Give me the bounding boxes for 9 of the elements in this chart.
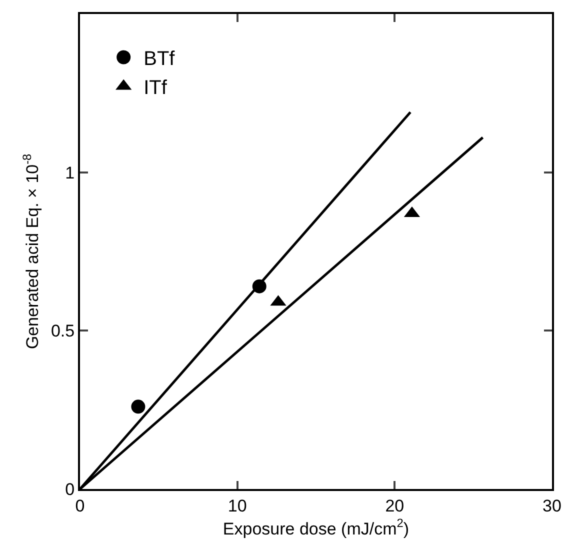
x-tick-label: 20	[385, 496, 404, 516]
x-axis-title: Exposure dose (mJ/cm$^{2}$)	[222, 516, 410, 538]
legend-label: BTf	[144, 48, 176, 70]
y-tick-label: 0.5	[50, 322, 75, 341]
legend-label: ITf	[144, 77, 168, 100]
x-tick-label: 10	[228, 496, 247, 516]
x-tick-label: 30	[542, 496, 562, 516]
y-tick-label: 0	[65, 480, 75, 499]
y-tick-label: 1	[65, 163, 75, 182]
